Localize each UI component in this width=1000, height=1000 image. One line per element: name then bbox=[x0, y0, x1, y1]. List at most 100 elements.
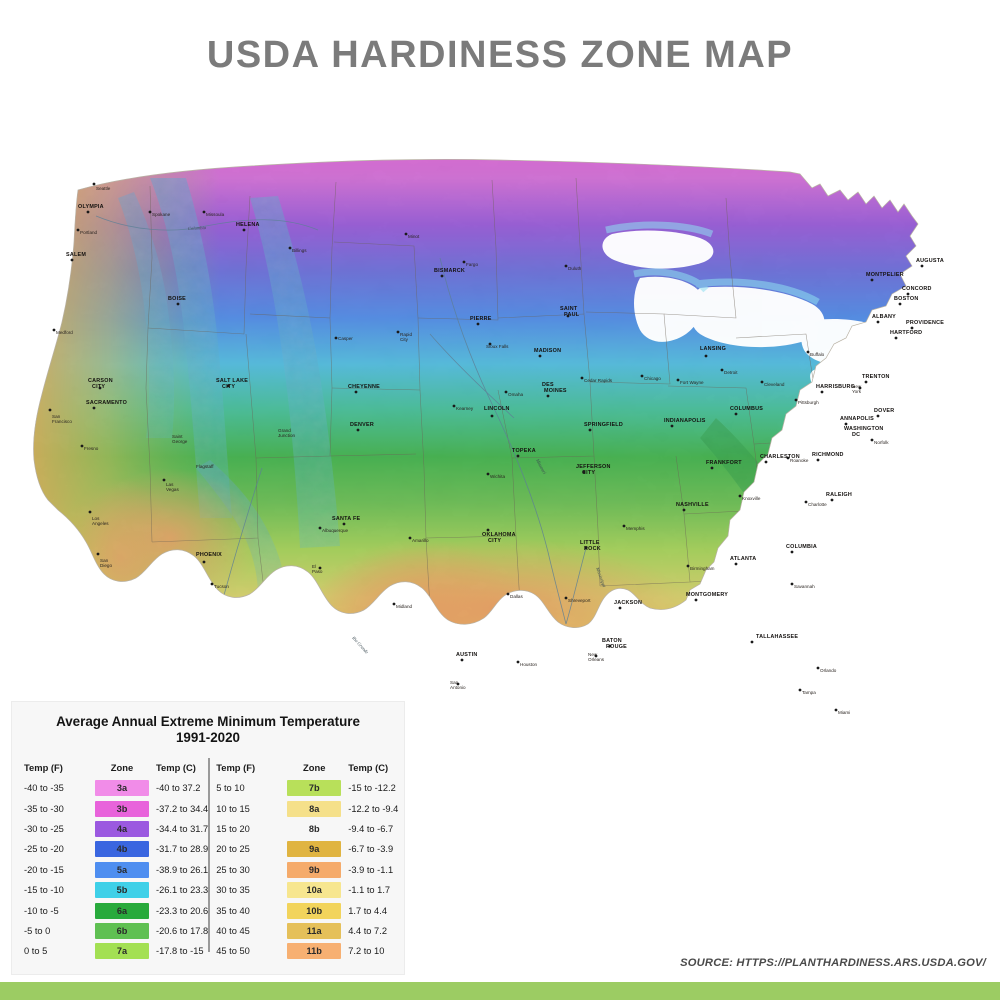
svg-text:Buffalo: Buffalo bbox=[810, 352, 825, 357]
legend-temp-f: -15 to -10 bbox=[24, 885, 64, 896]
legend-row: -15 to -10 5b -26.1 to 23.3 bbox=[24, 880, 208, 900]
svg-text:CHEYENNE: CHEYENNE bbox=[348, 384, 380, 390]
source-attribution: SOURCE: HTTPS://PLANTHARDINESS.ARS.USDA.… bbox=[680, 957, 986, 969]
svg-text:JACKSON: JACKSON bbox=[614, 600, 642, 606]
legend-zone-swatch: 8a bbox=[287, 800, 342, 817]
legend-row: -30 to -25 4a -34.4 to 31.7 bbox=[24, 819, 208, 839]
legend-panel: Average Annual Extreme Minimum Temperatu… bbox=[12, 702, 404, 974]
svg-text:TRENTON: TRENTON bbox=[862, 374, 890, 380]
svg-text:COLUMBIA: COLUMBIA bbox=[786, 544, 817, 550]
legend-title-line2: 1991-2020 bbox=[175, 730, 241, 745]
legend-temp-f: 20 to 25 bbox=[216, 844, 250, 855]
legend-zone-swatch: 4a bbox=[95, 820, 149, 837]
svg-text:ATLANTA: ATLANTA bbox=[730, 556, 756, 562]
svg-text:Fort Wayne: Fort Wayne bbox=[680, 380, 704, 385]
svg-text:Fresno: Fresno bbox=[84, 446, 99, 451]
legend-temp-f: -10 to -5 bbox=[24, 905, 59, 916]
legend-temp-f: -40 to -35 bbox=[24, 783, 64, 794]
legend-temp-c: -31.7 to 28.9 bbox=[156, 844, 209, 855]
svg-text:Cleveland: Cleveland bbox=[764, 382, 785, 387]
legend-row: -35 to -30 3b -37.2 to 34.4 bbox=[24, 798, 208, 818]
legend-row: 20 to 25 9a -6.7 to -3.9 bbox=[216, 839, 398, 859]
legend-header-temp-c: Temp (C) bbox=[156, 761, 196, 773]
svg-text:RICHMOND: RICHMOND bbox=[812, 452, 844, 458]
svg-text:MONTGOMERY: MONTGOMERY bbox=[686, 592, 728, 598]
legend-row: 25 to 30 9b -3.9 to -1.1 bbox=[216, 860, 398, 880]
conus-outline bbox=[33, 159, 919, 628]
svg-text:Medford: Medford bbox=[56, 330, 73, 335]
svg-text:Tampa: Tampa bbox=[802, 690, 816, 695]
svg-text:Roanoke: Roanoke bbox=[790, 458, 809, 463]
legend-temp-c: -15 to -12.2 bbox=[348, 783, 396, 794]
svg-text:SACRAMENTO: SACRAMENTO bbox=[86, 400, 127, 406]
svg-text:HARRISBURG: HARRISBURG bbox=[816, 384, 855, 390]
svg-text:Fargo: Fargo bbox=[466, 262, 478, 267]
legend-row: -20 to -15 5a -38.9 to 26.1 bbox=[24, 860, 208, 880]
svg-text:AUSTIN: AUSTIN bbox=[456, 652, 478, 658]
legend-row: 40 to 45 11a 4.4 to 7.2 bbox=[216, 921, 398, 941]
svg-text:Memphis: Memphis bbox=[626, 526, 645, 531]
svg-text:DENVER: DENVER bbox=[350, 422, 374, 428]
svg-text:TALLAHASSEE: TALLAHASSEE bbox=[756, 634, 798, 640]
svg-text:CONCORD: CONCORD bbox=[902, 286, 932, 292]
legend-temp-c: -23.3 to 20.6 bbox=[156, 905, 209, 916]
svg-text:DOVER: DOVER bbox=[874, 408, 894, 414]
svg-text:Columbia: Columbia bbox=[188, 225, 207, 231]
svg-text:Norfolk: Norfolk bbox=[874, 440, 889, 445]
svg-text:MONTPELIER: MONTPELIER bbox=[866, 272, 904, 278]
legend-header-zone-right: Zone bbox=[303, 761, 326, 773]
legend-temp-f: 25 to 30 bbox=[216, 864, 250, 875]
legend-divider bbox=[208, 758, 210, 952]
legend-temp-c: -37.2 to 34.4 bbox=[156, 803, 209, 814]
svg-text:LINCOLN: LINCOLN bbox=[484, 406, 510, 412]
svg-text:Seattle: Seattle bbox=[96, 186, 111, 191]
legend-header-temp-f-right: Temp (F) bbox=[216, 761, 256, 773]
legend-temp-c: -3.9 to -1.1 bbox=[348, 864, 394, 875]
map-svg: OLYMPIA SALEM CARSON CITY SACRAMENTO BOIS… bbox=[33, 159, 944, 715]
legend-row: 45 to 50 11b 7.2 to 10 bbox=[216, 941, 398, 961]
hardiness-zone-map: OLYMPIA SALEM CARSON CITY SACRAMENTO BOIS… bbox=[0, 138, 1000, 718]
legend-temp-f: 30 to 35 bbox=[216, 885, 250, 896]
map-labels: OLYMPIA SALEM CARSON CITY SACRAMENTO BOIS… bbox=[48, 182, 944, 715]
legend-row: -40 to -35 3a -40 to 37.2 bbox=[24, 778, 208, 798]
svg-text:Missoula: Missoula bbox=[206, 212, 225, 217]
svg-text:Miami: Miami bbox=[838, 710, 850, 715]
legend-row: -5 to 0 6b -20.6 to 17.8 bbox=[24, 921, 208, 941]
legend-temp-c: -1.1 to 1.7 bbox=[348, 885, 391, 896]
legend-temp-f: 15 to 20 bbox=[216, 823, 250, 834]
svg-text:Pittsburgh: Pittsburgh bbox=[798, 400, 819, 405]
legend-temp-f: 35 to 40 bbox=[216, 905, 250, 916]
svg-text:Orlando: Orlando bbox=[820, 668, 837, 673]
legend-zone-swatch: 5b bbox=[95, 882, 149, 899]
svg-text:Duluth: Duluth bbox=[568, 266, 582, 271]
svg-text:PIERRE: PIERRE bbox=[470, 316, 492, 322]
svg-text:FRANKFORT: FRANKFORT bbox=[706, 460, 742, 466]
svg-text:BOSTON: BOSTON bbox=[894, 296, 918, 302]
svg-text:Minot: Minot bbox=[408, 234, 420, 239]
svg-text:COLUMBUS: COLUMBUS bbox=[730, 406, 763, 412]
legend-zone-swatch: 10b bbox=[287, 902, 342, 919]
legend-temp-c: -17.8 to -15 bbox=[156, 946, 204, 957]
legend-title: Average Annual Extreme Minimum Temperatu… bbox=[12, 702, 404, 746]
legend-title-line1: Average Annual Extreme Minimum Temperatu… bbox=[56, 714, 360, 729]
legend-temp-f: 0 to 5 bbox=[24, 946, 48, 957]
legend-temp-c: -40 to 37.2 bbox=[156, 783, 201, 794]
svg-text:SPRINGFIELD: SPRINGFIELD bbox=[584, 422, 623, 428]
svg-text:Midland: Midland bbox=[396, 604, 413, 609]
legend-temp-c: -20.6 to 17.8 bbox=[156, 925, 209, 936]
svg-text:Billings: Billings bbox=[292, 248, 307, 253]
svg-text:Dallas: Dallas bbox=[510, 594, 523, 599]
legend-row: -25 to -20 4b -31.7 to 28.9 bbox=[24, 839, 208, 859]
legend-zone-swatch: 11a bbox=[287, 922, 342, 939]
svg-text:TOPEKA: TOPEKA bbox=[512, 448, 536, 454]
svg-text:SALEM: SALEM bbox=[66, 252, 86, 258]
